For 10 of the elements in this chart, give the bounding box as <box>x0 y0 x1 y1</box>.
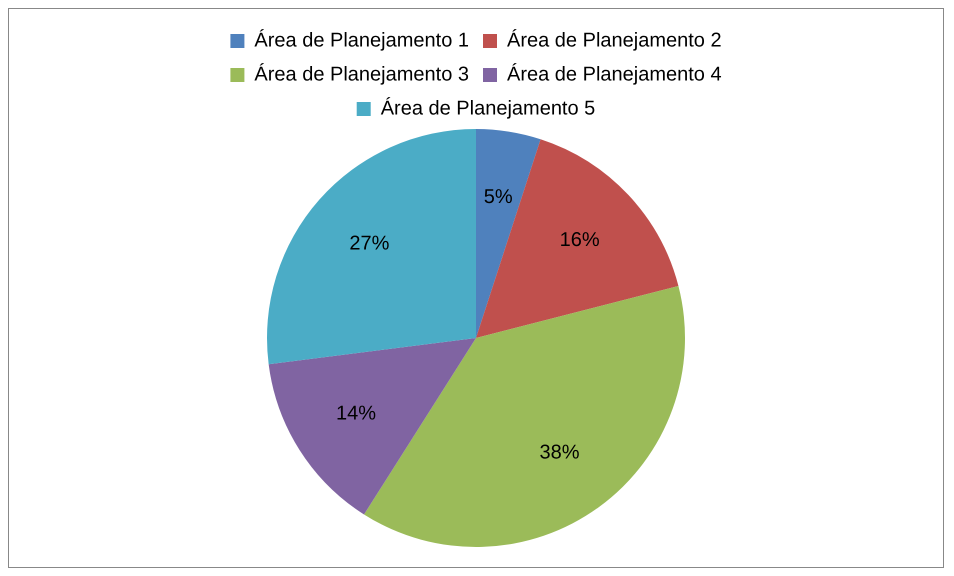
legend-label: Área de Planejamento 4 <box>507 62 722 86</box>
data-label: 38% <box>540 441 580 464</box>
data-label: 14% <box>336 402 376 425</box>
data-label: 5% <box>484 186 513 208</box>
legend-label: Área de Planejamento 1 <box>254 28 470 52</box>
legend-label: Área de Planejamento 2 <box>507 28 722 52</box>
data-label: 27% <box>349 232 390 255</box>
legend-label: Área de Planejamento 3 <box>254 62 470 86</box>
data-label: 16% <box>560 229 600 252</box>
legend-label: Área de Planejamento 5 <box>380 96 596 120</box>
